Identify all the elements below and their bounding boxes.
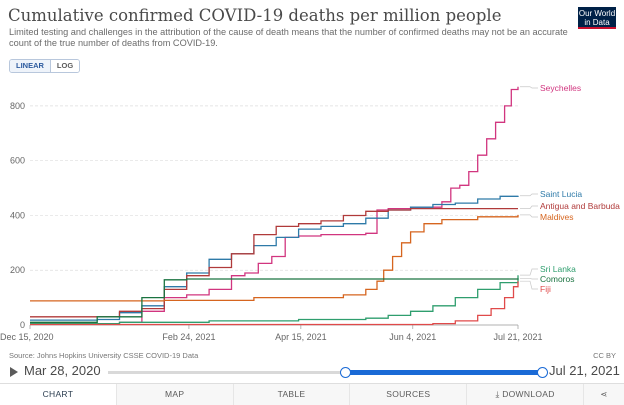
x-tick-label-4: Jul 21, 2021 bbox=[493, 332, 542, 342]
x-tick-label-1: Feb 24, 2021 bbox=[162, 332, 215, 342]
line-chart: 0 200 400 600 800 Dec 15, 2020 Feb 24, 2021 Apr… bbox=[0, 83, 620, 342]
chart-subtitle: Limited testing and challenges in the at… bbox=[9, 27, 568, 48]
leader-line-seychelles bbox=[520, 86, 538, 89]
license-label[interactable]: CC BY bbox=[593, 351, 616, 360]
y-tick-label-800: 800 bbox=[10, 101, 25, 111]
series-line-maldives bbox=[30, 214, 519, 302]
tab-table[interactable]: TABLE bbox=[233, 384, 351, 405]
x-tick-label-0: Dec 15, 2020 bbox=[0, 332, 54, 342]
tab-bar: CHART MAP TABLE SOURCES ⤓ DOWNLOAD ⋖ bbox=[0, 383, 624, 405]
series-label-maldives: Maldives bbox=[540, 212, 574, 222]
source-note[interactable]: Source: Johns Hopkins University CSSE CO… bbox=[9, 351, 199, 360]
series-line-comoros bbox=[30, 278, 519, 323]
play-icon[interactable] bbox=[10, 367, 18, 377]
download-icon: ⤓ bbox=[495, 389, 503, 399]
leader-line-saint-lucia bbox=[520, 193, 538, 197]
series-label-saint-lucia: Saint Lucia bbox=[540, 189, 582, 199]
series-line-seychelles bbox=[30, 86, 519, 325]
y-tick-label-600: 600 bbox=[10, 156, 25, 166]
series-line-sri-lanka bbox=[30, 275, 519, 325]
tab-download-label: DOWNLOAD bbox=[502, 389, 555, 399]
timeline: Mar 28, 2020 Jul 21, 2021 bbox=[0, 362, 624, 382]
timeline-track[interactable] bbox=[108, 371, 542, 374]
timeline-end-label: Jul 21, 2021 bbox=[549, 363, 620, 378]
scale-toggle: LINEAR LOG bbox=[9, 59, 81, 73]
series-label-comoros: Comoros bbox=[540, 274, 574, 284]
owid-logo[interactable]: Our World in Data bbox=[578, 7, 616, 29]
tab-sources[interactable]: SOURCES bbox=[350, 384, 468, 405]
timeline-start-label: Mar 28, 2020 bbox=[24, 363, 101, 378]
tab-chart[interactable]: CHART bbox=[0, 384, 117, 405]
share-button[interactable]: ⋖ bbox=[583, 384, 624, 405]
timeline-start-handle[interactable] bbox=[339, 367, 351, 378]
series-label-sri-lanka: Sri Lanka bbox=[540, 264, 576, 274]
leader-line-sri-lanka bbox=[520, 268, 538, 276]
series-line-saint-lucia bbox=[30, 195, 519, 321]
linear-scale-button[interactable]: LINEAR bbox=[10, 60, 51, 72]
y-tick-label-0: 0 bbox=[20, 320, 25, 330]
chart-title: Cumulative confirmed COVID-19 deaths per… bbox=[8, 6, 502, 25]
series-line-fiji bbox=[30, 281, 519, 326]
logo-line-2: in Data bbox=[584, 18, 610, 27]
logo-line-1: Our World bbox=[578, 9, 616, 18]
series-label-fiji: Fiji bbox=[540, 284, 551, 294]
leader-line-maldives bbox=[520, 214, 538, 218]
series-label-antigua-and-barbuda: Antigua and Barbuda bbox=[540, 201, 620, 211]
leader-line-antigua-and-barbuda bbox=[520, 205, 538, 209]
x-tick-label-3: Jun 4, 2021 bbox=[389, 332, 436, 342]
tab-download[interactable]: ⤓ DOWNLOAD bbox=[467, 384, 584, 405]
log-scale-button[interactable]: LOG bbox=[50, 60, 80, 72]
series-label-seychelles: Seychelles bbox=[540, 83, 581, 93]
series-line-antigua-and-barbuda bbox=[30, 207, 518, 318]
y-tick-label-200: 200 bbox=[10, 265, 25, 275]
leader-line-fiji bbox=[520, 280, 538, 290]
y-tick-label-400: 400 bbox=[10, 210, 25, 220]
share-icon: ⋖ bbox=[600, 389, 608, 399]
leader-line-comoros bbox=[520, 278, 538, 280]
x-tick-label-2: Apr 15, 2021 bbox=[275, 332, 327, 342]
tab-map[interactable]: MAP bbox=[116, 384, 234, 405]
timeline-selected-range bbox=[344, 370, 542, 375]
timeline-end-handle[interactable] bbox=[537, 367, 548, 378]
